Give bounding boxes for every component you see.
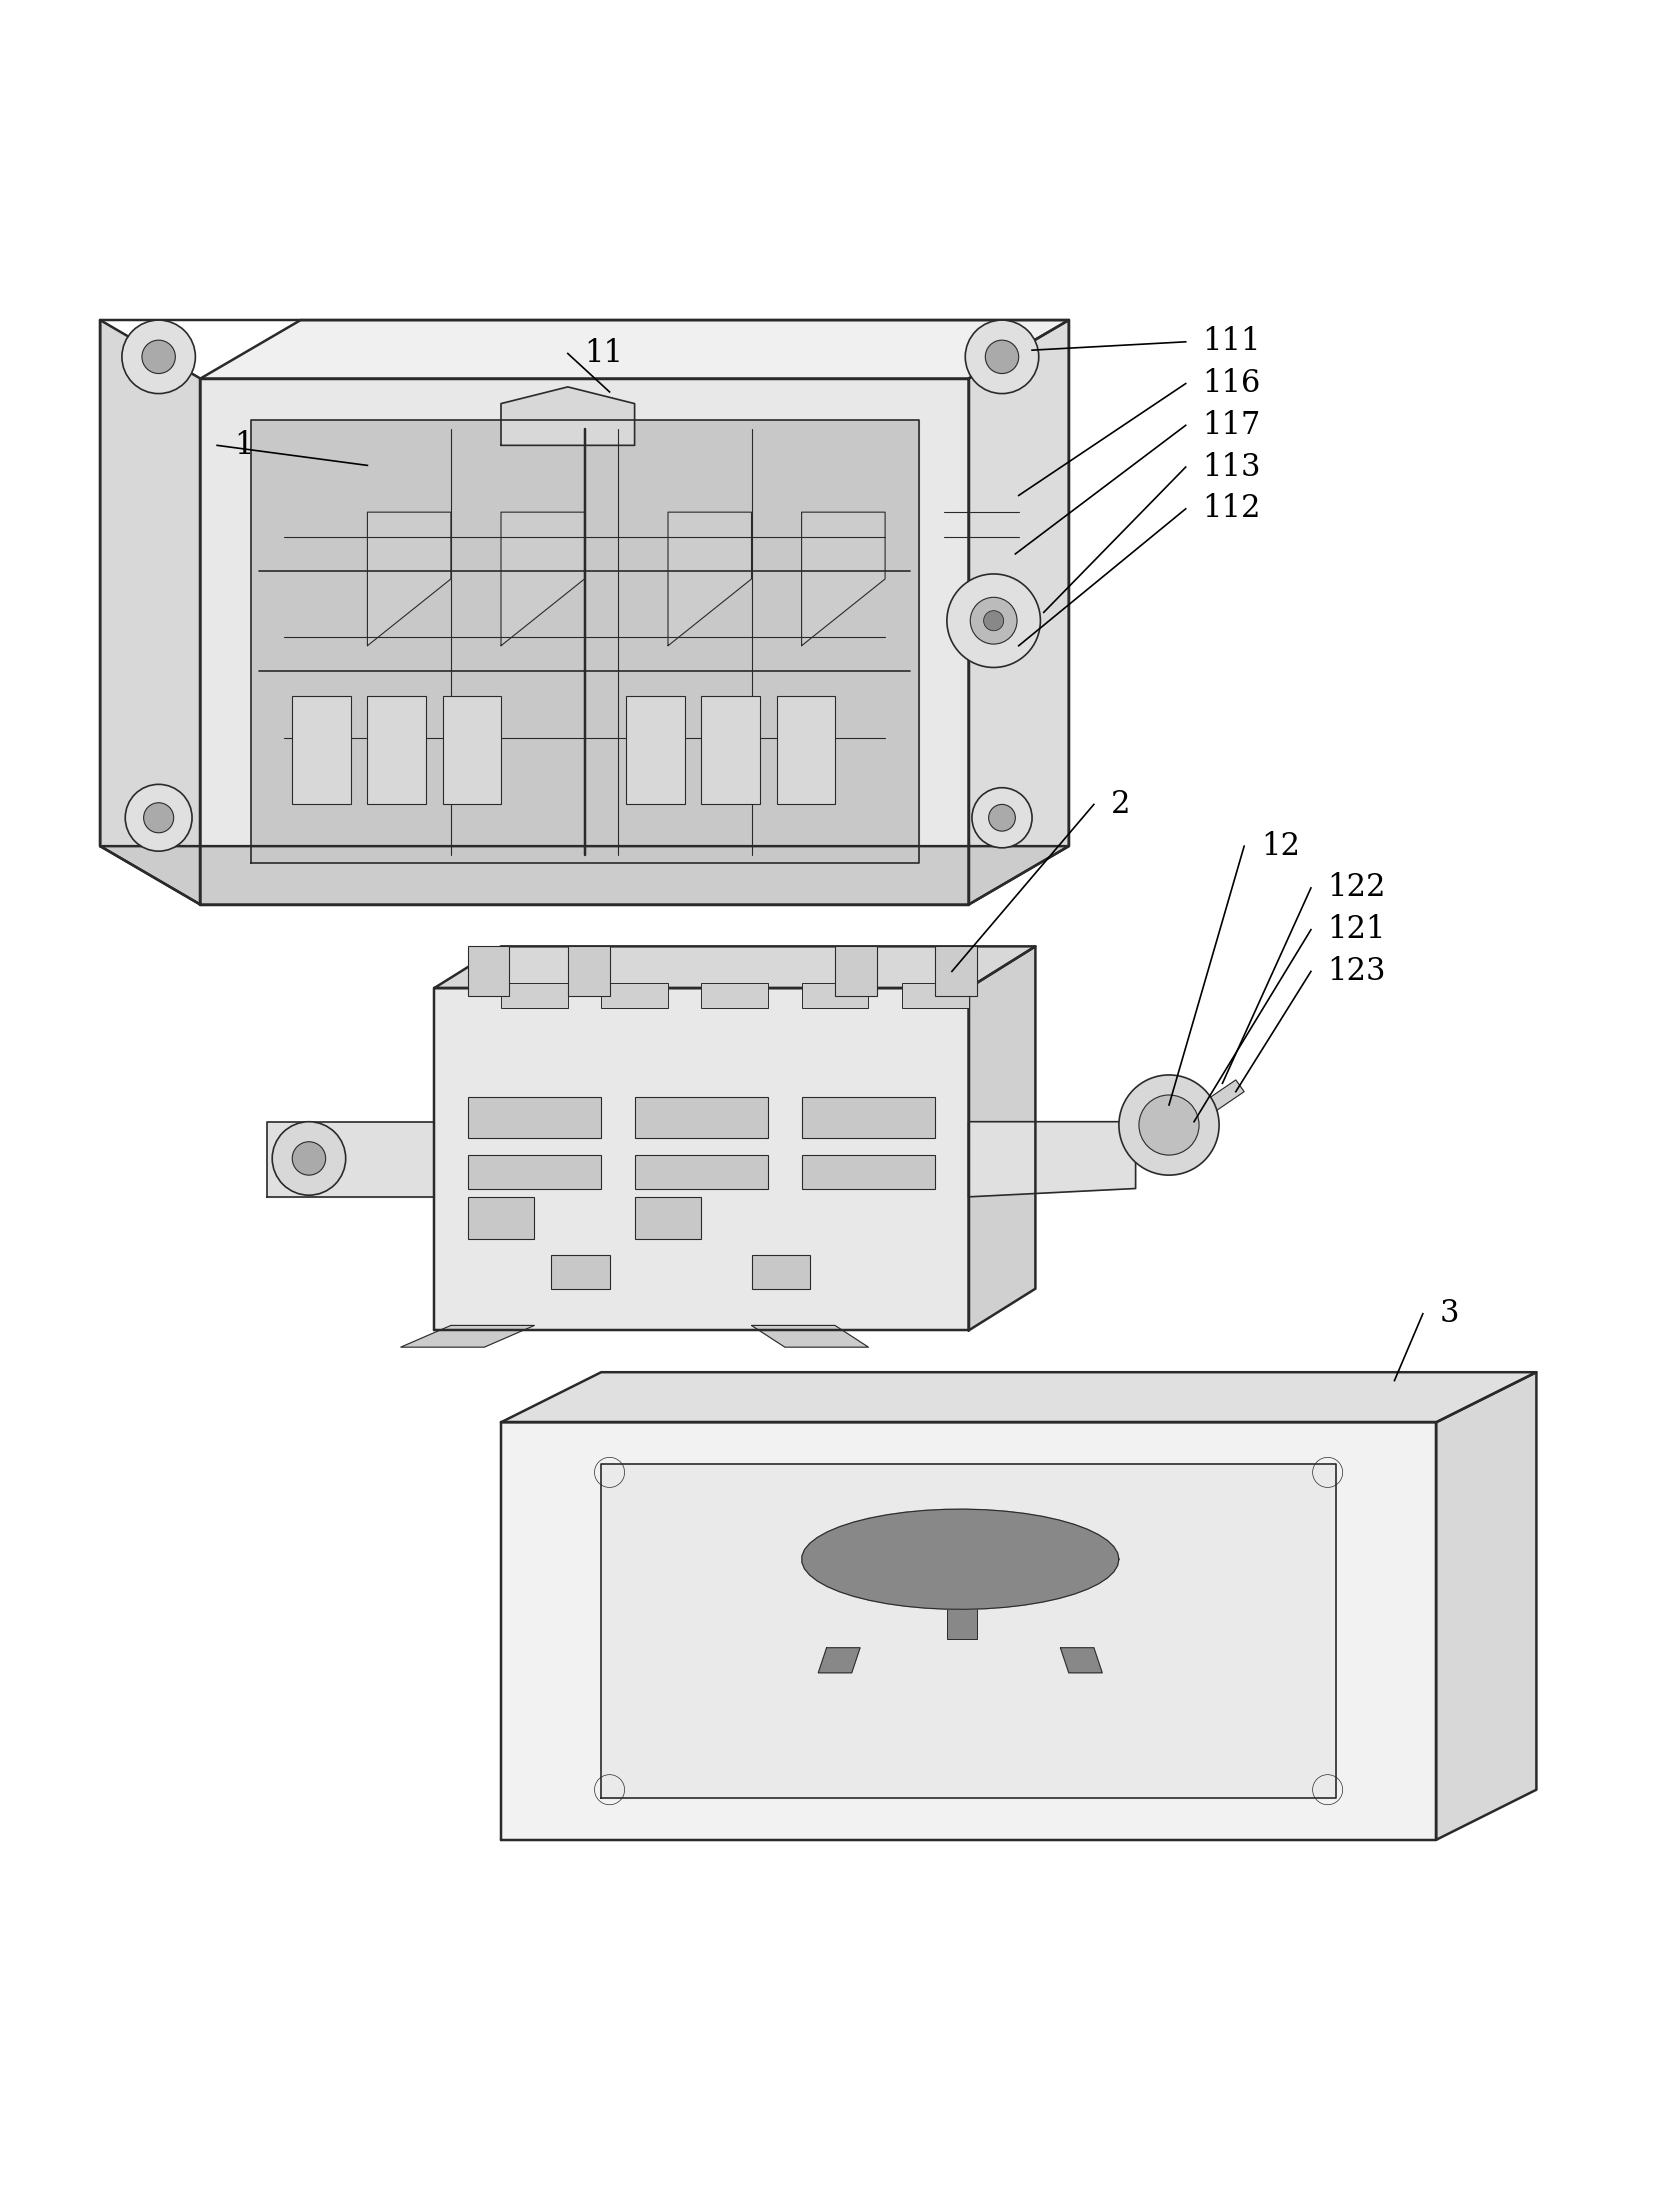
- Polygon shape: [969, 320, 1069, 904]
- Circle shape: [1139, 1094, 1199, 1156]
- Bar: [601, 983, 668, 1008]
- Polygon shape: [267, 1123, 434, 1198]
- Polygon shape: [1199, 1081, 1244, 1116]
- Text: 111: 111: [1202, 327, 1261, 358]
- Polygon shape: [752, 1326, 868, 1348]
- Bar: [902, 983, 969, 1008]
- Circle shape: [965, 320, 1039, 393]
- Bar: [568, 946, 610, 997]
- Bar: [443, 696, 501, 804]
- Circle shape: [122, 320, 195, 393]
- Bar: [626, 696, 685, 804]
- Circle shape: [984, 610, 1004, 630]
- Polygon shape: [501, 387, 635, 446]
- Polygon shape: [434, 946, 1035, 988]
- Bar: [935, 946, 977, 997]
- Bar: [367, 696, 426, 804]
- Bar: [880, 1545, 917, 1576]
- Polygon shape: [501, 1372, 1536, 1423]
- Bar: [292, 696, 351, 804]
- Bar: [752, 1255, 810, 1288]
- Bar: [468, 946, 509, 997]
- Bar: [835, 946, 877, 997]
- Circle shape: [292, 1143, 326, 1176]
- Circle shape: [144, 802, 174, 833]
- Circle shape: [125, 785, 192, 851]
- Polygon shape: [601, 1463, 1336, 1799]
- Bar: [802, 1096, 935, 1138]
- Text: 1: 1: [234, 431, 254, 462]
- Bar: [802, 1156, 935, 1189]
- Circle shape: [989, 804, 1015, 831]
- Bar: [551, 1255, 610, 1288]
- Polygon shape: [501, 513, 584, 645]
- Polygon shape: [802, 513, 885, 645]
- Polygon shape: [401, 1326, 534, 1348]
- Text: 113: 113: [1202, 451, 1261, 482]
- Polygon shape: [250, 420, 918, 862]
- Text: 116: 116: [1202, 369, 1261, 400]
- Bar: [468, 1198, 534, 1238]
- Text: 12: 12: [1261, 831, 1299, 862]
- Bar: [468, 1156, 601, 1189]
- Text: 123: 123: [1328, 957, 1386, 988]
- Circle shape: [1119, 1074, 1219, 1176]
- Polygon shape: [1060, 1649, 1102, 1673]
- Polygon shape: [969, 1123, 1136, 1198]
- Text: 2: 2: [1111, 789, 1131, 820]
- Polygon shape: [200, 320, 1069, 378]
- Bar: [947, 1589, 977, 1640]
- Bar: [635, 1198, 701, 1238]
- Text: 11: 11: [584, 338, 623, 369]
- Bar: [501, 983, 568, 1008]
- Bar: [701, 696, 760, 804]
- Polygon shape: [100, 320, 200, 904]
- Bar: [903, 1543, 945, 1576]
- Polygon shape: [434, 988, 969, 1330]
- Polygon shape: [818, 1649, 860, 1673]
- Polygon shape: [367, 513, 451, 645]
- Text: 117: 117: [1202, 409, 1261, 440]
- Bar: [468, 1096, 601, 1138]
- Circle shape: [142, 340, 175, 373]
- Polygon shape: [501, 1423, 1436, 1839]
- Circle shape: [272, 1123, 346, 1196]
- Text: 112: 112: [1202, 493, 1261, 524]
- Bar: [701, 983, 768, 1008]
- Circle shape: [985, 340, 1019, 373]
- Polygon shape: [100, 846, 1069, 904]
- Bar: [635, 1156, 768, 1189]
- Circle shape: [970, 597, 1017, 643]
- Polygon shape: [969, 946, 1035, 1330]
- Polygon shape: [802, 1509, 1119, 1609]
- Text: 3: 3: [1440, 1297, 1460, 1328]
- Bar: [802, 983, 868, 1008]
- Text: 121: 121: [1328, 915, 1386, 946]
- Polygon shape: [1436, 1372, 1536, 1839]
- Circle shape: [972, 787, 1032, 849]
- Polygon shape: [200, 378, 969, 904]
- Bar: [969, 1543, 1010, 1576]
- Bar: [635, 1096, 768, 1138]
- Text: 122: 122: [1328, 873, 1386, 904]
- Bar: [959, 1545, 995, 1576]
- Polygon shape: [668, 513, 752, 645]
- Circle shape: [947, 575, 1040, 667]
- Bar: [777, 696, 835, 804]
